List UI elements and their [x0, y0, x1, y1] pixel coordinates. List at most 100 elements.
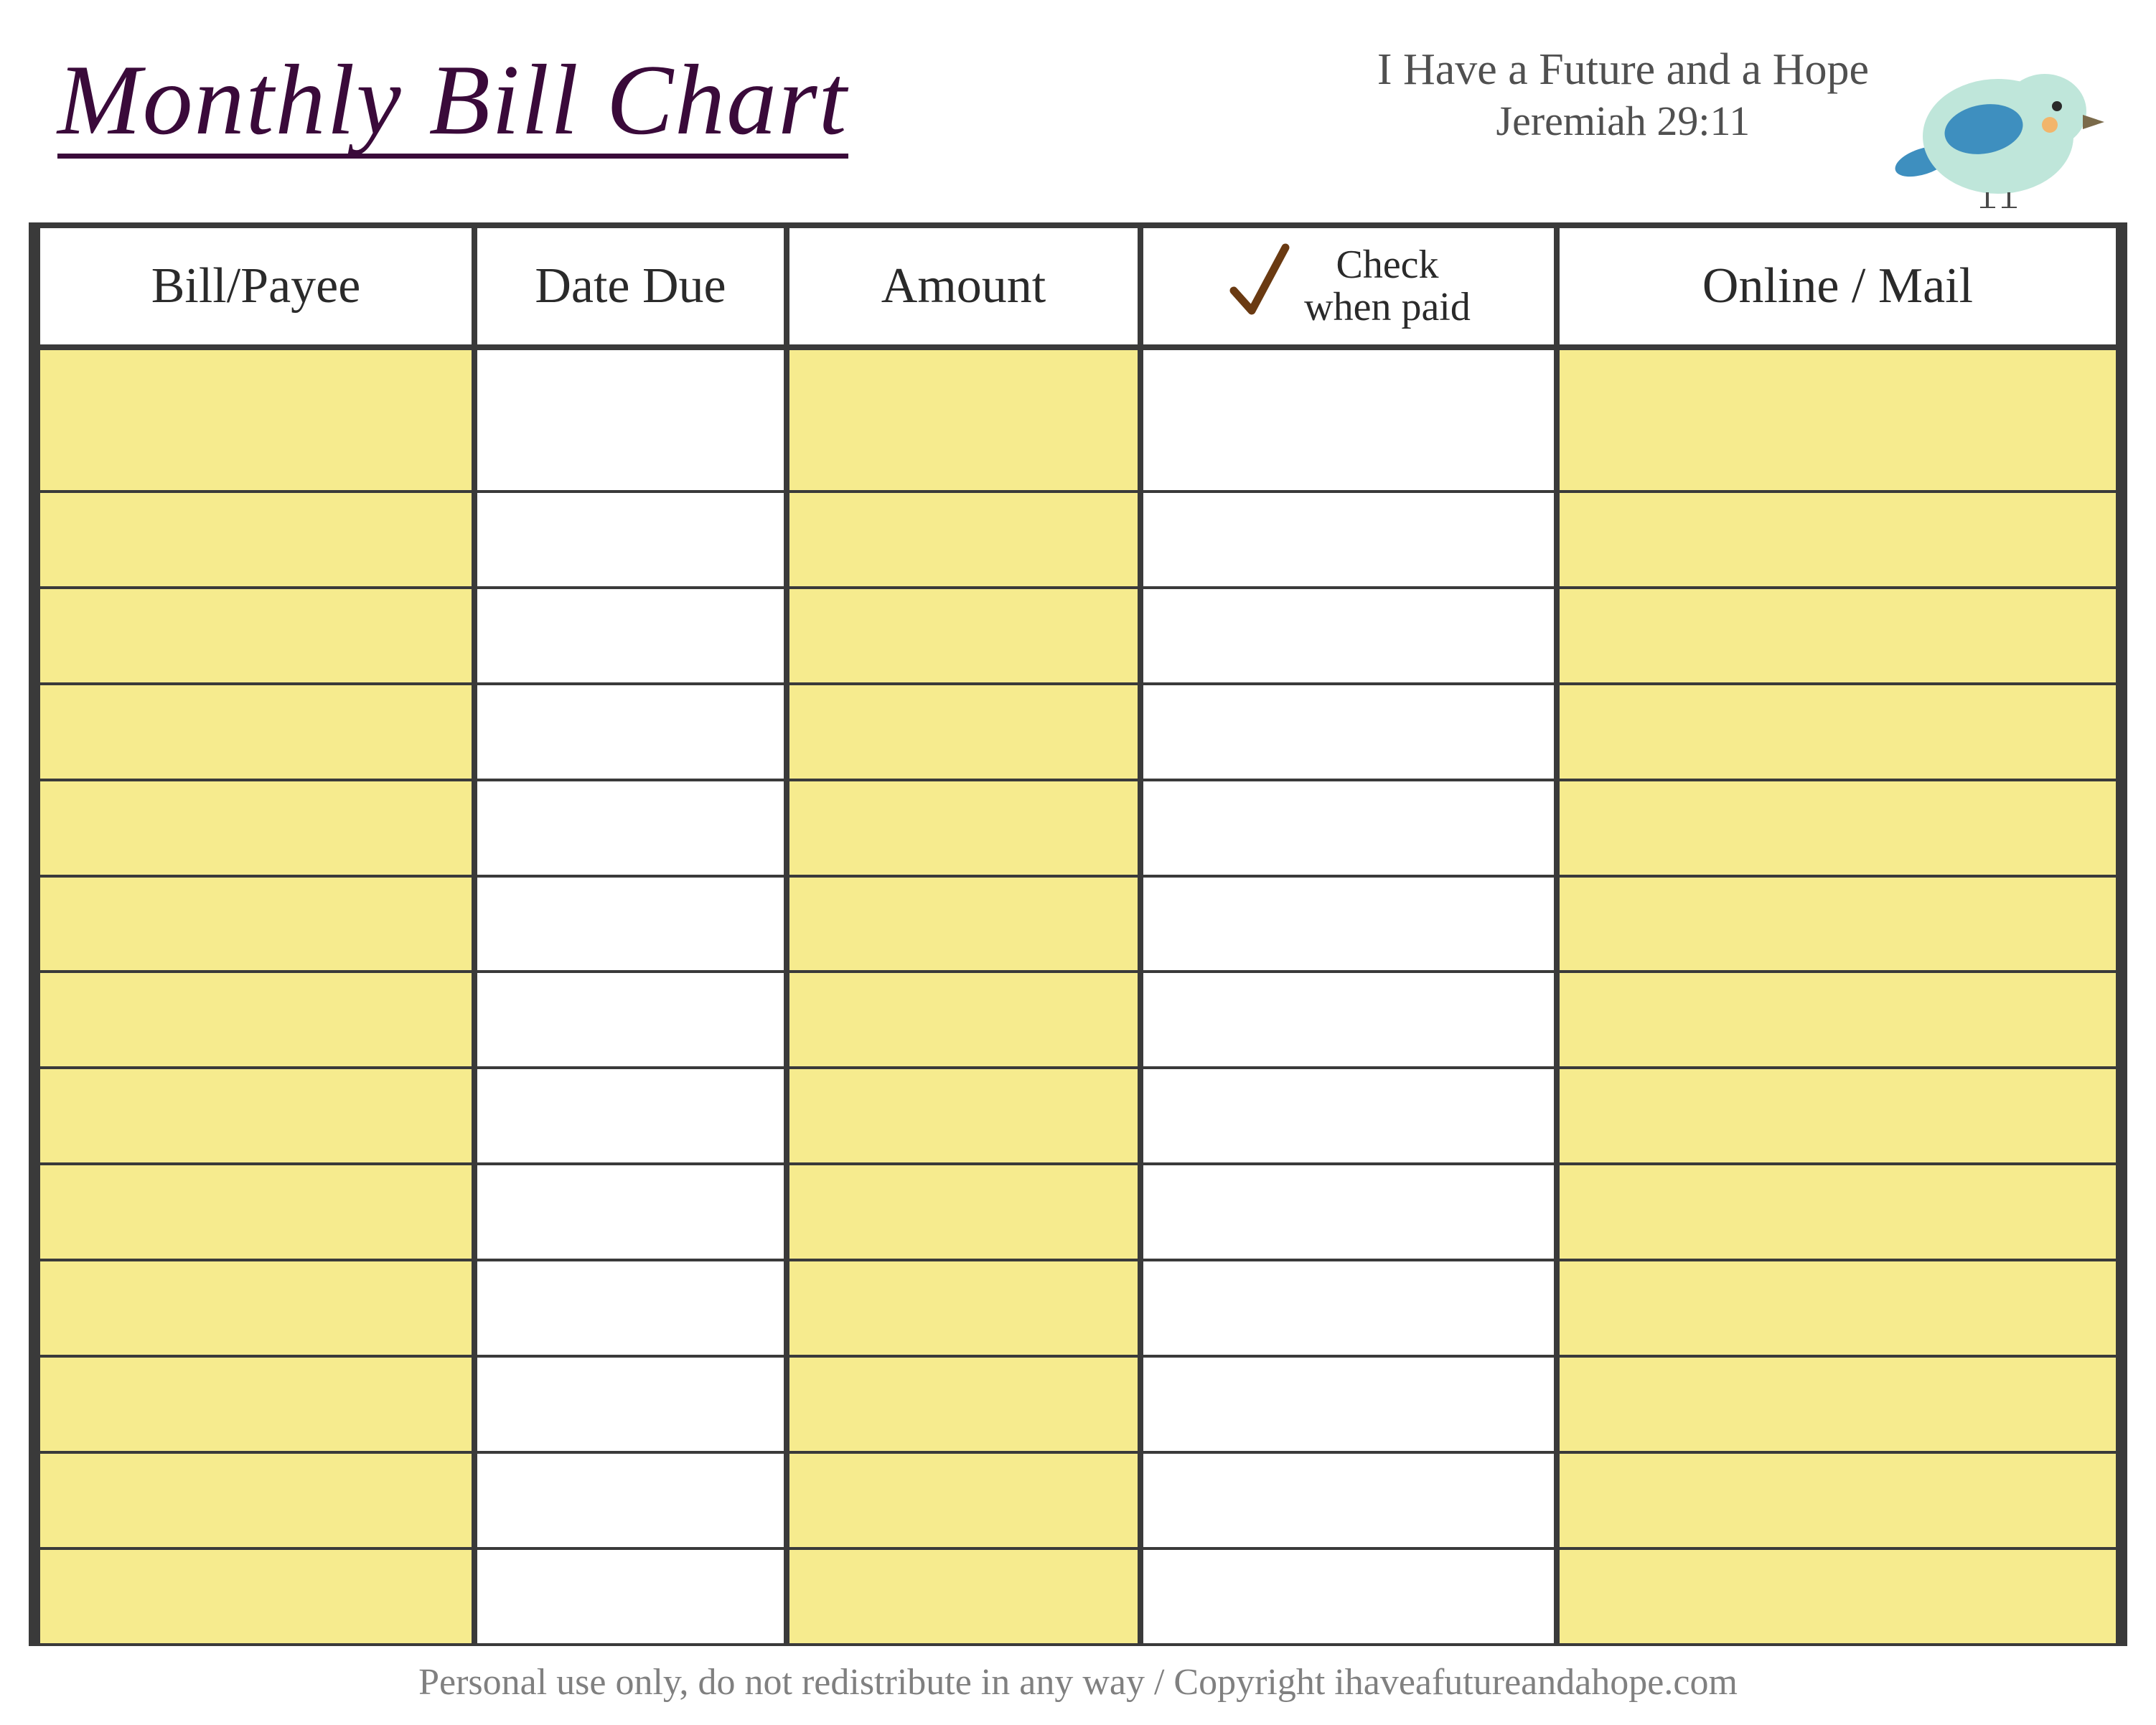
table-cell[interactable] [37, 684, 474, 780]
table-cell[interactable] [787, 588, 1140, 684]
column-header-0: Bill/Payee [37, 225, 474, 347]
column-header-label-3: Checkwhen paid [1304, 244, 1471, 329]
footer-text: Personal use only, do not redistribute i… [29, 1646, 2127, 1703]
table-cell[interactable] [1140, 347, 1557, 492]
table-cell[interactable] [1557, 684, 2119, 780]
table-cell[interactable] [474, 492, 787, 588]
table-row [37, 972, 2119, 1068]
column-header-label-4: Online / Mail [1702, 258, 1973, 314]
column-header-label-2: Amount [881, 258, 1046, 314]
table-row [37, 780, 2119, 876]
table-row [37, 1068, 2119, 1164]
table-cell[interactable] [474, 347, 787, 492]
column-header-label-0: Bill/Payee [151, 258, 361, 314]
table-cell[interactable] [1140, 684, 1557, 780]
table-cell[interactable] [474, 1068, 787, 1164]
check-header-wrap: Checkwhen paid [1143, 228, 1554, 344]
table-cell[interactable] [37, 972, 474, 1068]
table-cell[interactable] [474, 1260, 787, 1356]
column-header-label-1: Date Due [535, 258, 726, 314]
table-cell[interactable] [37, 1068, 474, 1164]
table-cell[interactable] [787, 684, 1140, 780]
table-cell[interactable] [1557, 1548, 2119, 1645]
table-cell[interactable] [1557, 1356, 2119, 1452]
table-cell[interactable] [1140, 1164, 1557, 1260]
table-cell[interactable] [1140, 1068, 1557, 1164]
table-cell[interactable] [787, 347, 1140, 492]
table-cell[interactable] [37, 1452, 474, 1548]
table-cell[interactable] [1557, 780, 2119, 876]
table-cell[interactable] [474, 1164, 787, 1260]
table-cell[interactable] [1557, 492, 2119, 588]
table-row [37, 1356, 2119, 1452]
subtitle-line-1: I Have a Future and a Hope [1377, 43, 1869, 96]
column-header-4: Online / Mail [1557, 225, 2119, 347]
table-cell[interactable] [787, 1452, 1140, 1548]
table-cell[interactable] [1140, 1260, 1557, 1356]
table-row [37, 1260, 2119, 1356]
table-cell[interactable] [787, 1164, 1140, 1260]
table-cell[interactable] [1557, 1068, 2119, 1164]
subtitle-block: I Have a Future and a Hope Jeremiah 29:1… [1377, 43, 1869, 146]
table-cell[interactable] [37, 876, 474, 972]
table-cell[interactable] [787, 972, 1140, 1068]
column-header-2: Amount [787, 225, 1140, 347]
header-row: Bill/Payee Date Due Amount Checkwhen paid On… [37, 225, 2119, 347]
table-cell[interactable] [787, 1356, 1140, 1452]
table-cell[interactable] [474, 1356, 787, 1452]
table-cell[interactable] [474, 972, 787, 1068]
table-cell[interactable] [474, 684, 787, 780]
table-cell[interactable] [1140, 972, 1557, 1068]
table-cell[interactable] [787, 492, 1140, 588]
table-cell[interactable] [1140, 1548, 1557, 1645]
page-title: Monthly Bill Chart [57, 50, 848, 159]
table-cell[interactable] [474, 876, 787, 972]
table-cell[interactable] [1557, 1452, 2119, 1548]
table-cell[interactable] [474, 780, 787, 876]
table-cell[interactable] [787, 780, 1140, 876]
table-row [37, 1452, 2119, 1548]
bird-icon [1890, 50, 2106, 208]
column-header-3: Checkwhen paid [1140, 225, 1557, 347]
table-cell[interactable] [37, 588, 474, 684]
table-cell[interactable] [1140, 1356, 1557, 1452]
subtitle-line-2: Jeremiah 29:11 [1377, 96, 1869, 146]
table-cell[interactable] [1140, 780, 1557, 876]
table-cell[interactable] [1557, 347, 2119, 492]
table-cell[interactable] [787, 1068, 1140, 1164]
content-wrap: Monthly Bill Chart I Have a Future and a… [29, 22, 2127, 1703]
table-cell[interactable] [1140, 876, 1557, 972]
table-cell[interactable] [787, 876, 1140, 972]
table-cell[interactable] [1557, 1260, 2119, 1356]
table-cell[interactable] [37, 1548, 474, 1645]
table-cell[interactable] [37, 780, 474, 876]
table-cell[interactable] [37, 347, 474, 492]
table-cell[interactable] [787, 1548, 1140, 1645]
table-area: Bill/Payee Date Due Amount Checkwhen paid On… [29, 222, 2127, 1646]
table-cell[interactable] [37, 1164, 474, 1260]
table-row [37, 588, 2119, 684]
table-cell[interactable] [37, 1260, 474, 1356]
table-cell[interactable] [1557, 972, 2119, 1068]
table-row [37, 684, 2119, 780]
table-cell[interactable] [1557, 876, 2119, 972]
table-row [37, 1548, 2119, 1645]
table-cell[interactable] [1557, 588, 2119, 684]
table-cell[interactable] [1557, 1164, 2119, 1260]
table-cell[interactable] [474, 1452, 787, 1548]
header: Monthly Bill Chart I Have a Future and a… [29, 22, 2127, 215]
bill-table: Bill/Payee Date Due Amount Checkwhen paid On… [34, 222, 2122, 1646]
table-row [37, 347, 2119, 492]
table-cell[interactable] [1140, 1452, 1557, 1548]
column-header-1: Date Due [474, 225, 787, 347]
table-row [37, 492, 2119, 588]
checkmark-icon [1227, 240, 1291, 332]
table-cell[interactable] [1140, 492, 1557, 588]
table-cell[interactable] [787, 1260, 1140, 1356]
table-cell[interactable] [1140, 588, 1557, 684]
table-cell[interactable] [474, 588, 787, 684]
table-cell[interactable] [37, 1356, 474, 1452]
table-cell[interactable] [474, 1548, 787, 1645]
page-root: Monthly Bill Chart I Have a Future and a… [0, 0, 2156, 1725]
table-cell[interactable] [37, 492, 474, 588]
